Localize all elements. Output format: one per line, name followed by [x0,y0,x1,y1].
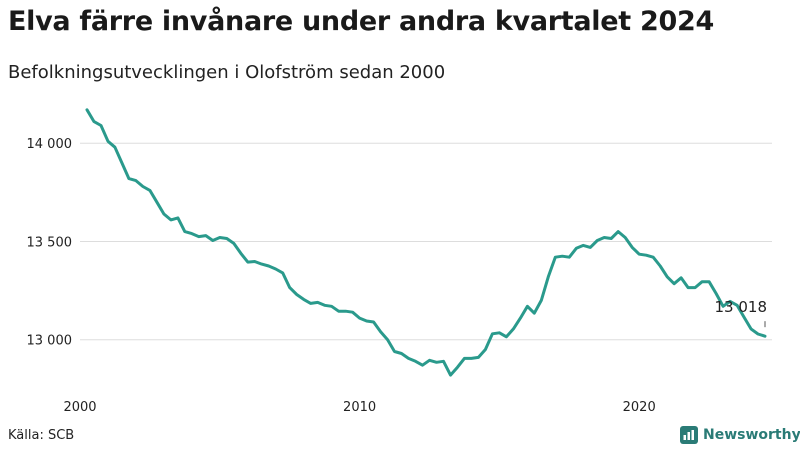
end-value-label: 13 018 [715,298,768,316]
y-axis-ticks: 13 000 13 500 14 000 [27,137,73,348]
y-tick-label: 14 000 [27,137,73,152]
chart-subtitle: Befolkningsutvecklingen i Olofström seda… [8,62,446,83]
brand-name: Newsworthy [703,427,800,443]
y-tick-label: 13 000 [27,334,73,349]
line-chart: 13 000 13 500 14 000 2000 2010 2020 13 018 [27,108,772,415]
y-tick-label: 13 500 [27,235,73,250]
series-layer [85,108,767,377]
x-tick-label: 2010 [343,400,376,415]
source-note: Källa: SCB [8,428,75,443]
brand-logo[interactable]: Newsworthy [680,426,800,444]
annotations: 13 018 [715,298,768,328]
x-tick-label: 2000 [63,400,96,415]
series-line [85,108,767,377]
x-tick-label: 2020 [623,400,656,415]
chart-title: Elva färre invånare under andra kvartale… [8,6,714,37]
gridlines [80,142,772,341]
newsworthy-logo-icon [680,426,698,444]
x-axis-ticks: 2000 2010 2020 [63,400,655,415]
